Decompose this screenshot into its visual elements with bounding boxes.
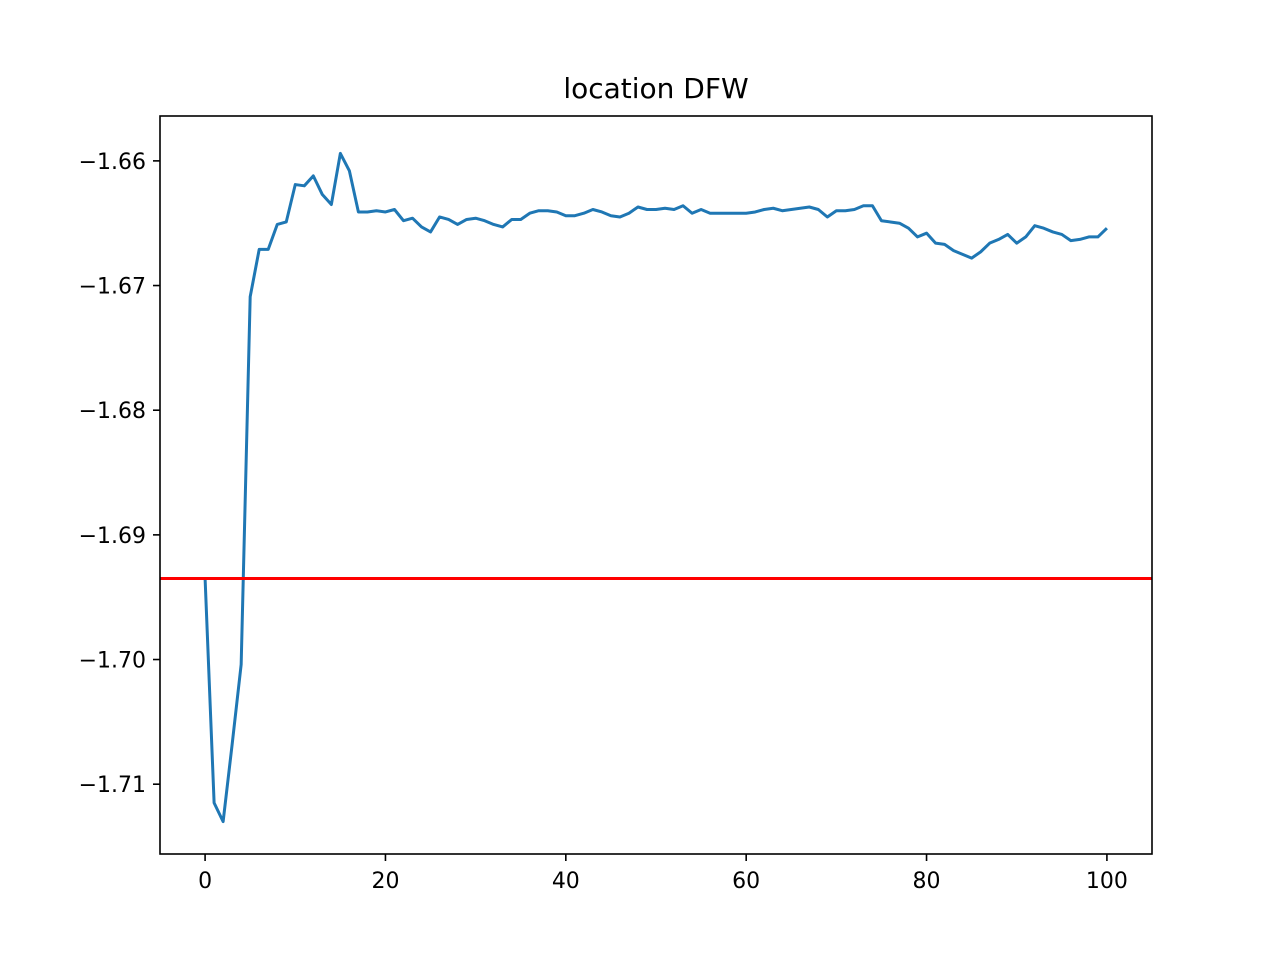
plot-area [160, 151, 1152, 824]
x-tick-label: 40 [552, 869, 580, 894]
y-axis: −1.66 −1.67 −1.68 −1.69 −1.70 −1.71 [79, 150, 160, 798]
axes-frame [159, 115, 1153, 855]
x-tick-label: 60 [732, 869, 760, 894]
y-tick-label: −1.67 [79, 275, 146, 300]
y-tick-label: −1.69 [79, 524, 146, 549]
series-line [203, 151, 1108, 824]
chart-title: location DFW [563, 72, 748, 105]
y-tick-label: −1.70 [79, 649, 146, 674]
x-tick-label: 20 [371, 869, 399, 894]
y-tick-label: −1.66 [79, 150, 146, 175]
y-tick-label: −1.71 [79, 773, 146, 798]
x-tick-label: 0 [198, 869, 212, 894]
x-axis: 0 20 40 60 80 100 [198, 854, 1128, 894]
x-tick-label: 100 [1086, 869, 1128, 894]
y-tick-label: −1.68 [79, 399, 146, 424]
x-tick-label: 80 [913, 869, 941, 894]
